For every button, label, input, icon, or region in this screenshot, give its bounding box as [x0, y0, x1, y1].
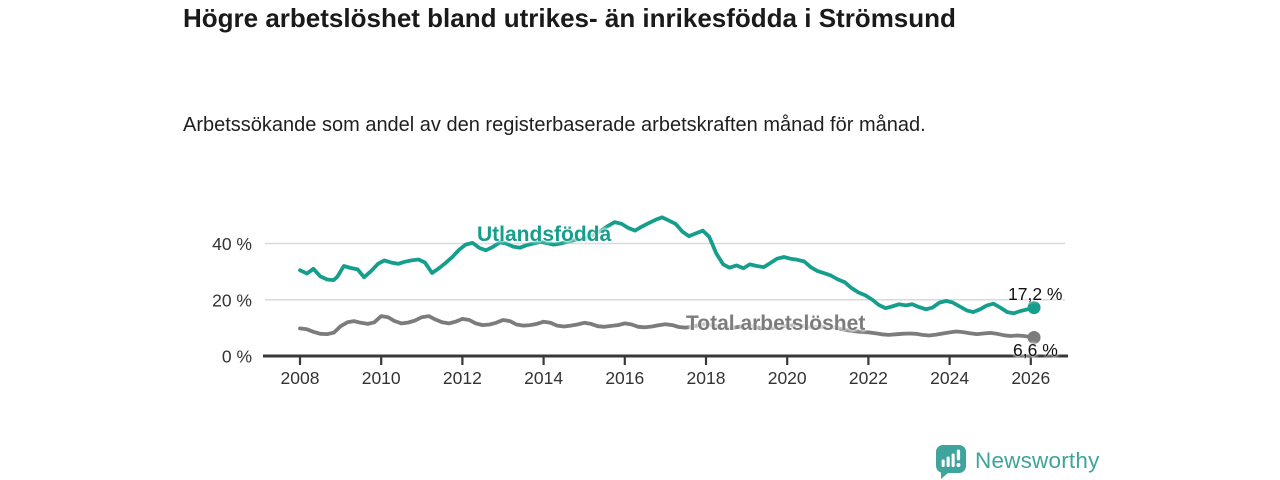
x-axis-label: 2024 — [930, 368, 969, 388]
x-axis-label: 2016 — [605, 368, 644, 388]
end-value-total-arbetsloshet: 6,6 % — [1013, 340, 1058, 360]
x-axis-label: 2018 — [687, 368, 726, 388]
x-axis-label: 2026 — [1011, 368, 1050, 388]
x-axis-label: 2014 — [524, 368, 563, 388]
x-axis-label: 2008 — [281, 368, 320, 388]
y-axis-label: 0 % — [222, 347, 252, 367]
page-subtitle: Arbetssökande som andel av den registerb… — [183, 114, 926, 136]
y-axis-label: 20 % — [212, 290, 252, 310]
x-axis-label: 2010 — [362, 368, 401, 388]
series-end-dot-0 — [1027, 301, 1041, 315]
x-axis-label: 2020 — [768, 368, 807, 388]
series-label-total-arbetsloshet: Total arbetslöshet — [686, 312, 866, 335]
x-axis-label: 2012 — [443, 368, 482, 388]
newsworthy-logo-icon — [936, 445, 966, 479]
newsworthy-logo-text: Newsworthy — [975, 448, 1100, 473]
end-value-utlandsfodda: 17,2 % — [1008, 284, 1063, 304]
page-title: Högre arbetslöshet bland utrikes- än inr… — [183, 3, 956, 33]
series-line-0 — [298, 215, 1036, 316]
newsworthy-logo[interactable]: Newsworthy — [936, 445, 1100, 479]
series-line-1 — [298, 314, 1036, 340]
y-axis-label: 40 % — [212, 234, 252, 254]
series-label-utlandsfodda: Utlandsfödda — [477, 223, 612, 246]
series-end-dot-1 — [1027, 330, 1041, 344]
x-axis-label: 2022 — [849, 368, 888, 388]
